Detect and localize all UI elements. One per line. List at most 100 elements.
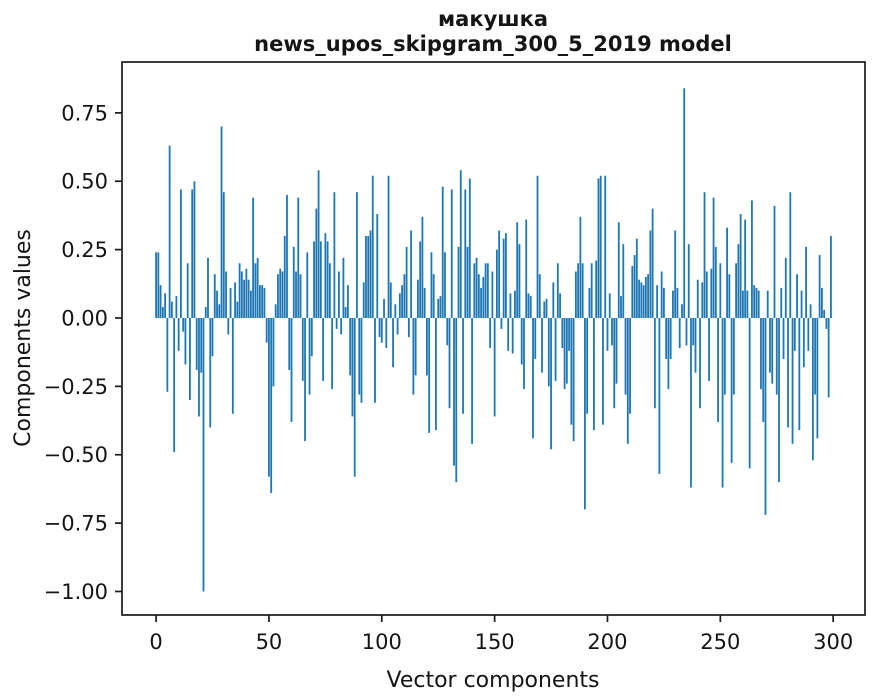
bar xyxy=(771,317,774,384)
bar xyxy=(459,170,462,318)
bar xyxy=(649,230,652,318)
bar xyxy=(789,192,792,318)
bar xyxy=(830,235,832,318)
bar xyxy=(791,317,794,444)
bar xyxy=(265,317,268,343)
bar xyxy=(340,317,343,335)
bar xyxy=(518,244,521,318)
bar xyxy=(207,257,209,318)
bar xyxy=(209,317,212,428)
bar xyxy=(565,317,568,384)
bar xyxy=(211,317,214,357)
bar xyxy=(775,317,778,395)
bar xyxy=(739,214,742,318)
bar xyxy=(222,192,225,318)
bar xyxy=(407,317,410,338)
bar xyxy=(498,230,501,318)
bar xyxy=(243,279,246,318)
bar xyxy=(703,192,706,318)
bar xyxy=(545,298,548,318)
bar xyxy=(802,317,805,368)
bar xyxy=(369,230,372,318)
bar xyxy=(220,126,223,318)
bar xyxy=(245,268,248,318)
bar xyxy=(191,189,194,318)
x-tick-label: 0 xyxy=(149,630,162,654)
bar xyxy=(204,307,207,318)
bar xyxy=(717,317,719,422)
bar xyxy=(805,246,807,318)
bar xyxy=(640,282,643,318)
bar xyxy=(353,317,356,477)
bar xyxy=(432,274,435,318)
bar xyxy=(286,194,288,318)
bar xyxy=(561,317,564,349)
bar xyxy=(811,317,814,461)
bar xyxy=(825,317,828,329)
bar xyxy=(310,317,313,357)
bar xyxy=(480,287,482,318)
bar xyxy=(773,205,776,318)
bar xyxy=(653,317,656,409)
x-axis-ticks: 0 50 100 150 200 250 300 xyxy=(149,615,853,654)
bar xyxy=(374,317,376,403)
bar xyxy=(288,317,291,370)
bar xyxy=(593,317,595,431)
bar xyxy=(778,317,780,483)
bar xyxy=(247,279,250,318)
bar xyxy=(180,189,182,318)
bar xyxy=(629,317,631,414)
bar xyxy=(818,255,821,318)
bar xyxy=(787,317,789,428)
bar xyxy=(441,186,444,318)
bar xyxy=(764,317,767,515)
bar xyxy=(173,317,176,452)
bar xyxy=(807,317,810,351)
bar xyxy=(421,216,424,318)
bar xyxy=(547,317,550,387)
bar xyxy=(534,317,537,360)
bar xyxy=(590,263,593,318)
bar xyxy=(342,257,345,318)
bar xyxy=(760,317,762,390)
bar xyxy=(218,304,221,318)
bar xyxy=(678,317,681,349)
bar xyxy=(486,263,489,318)
bar xyxy=(572,317,575,442)
bar xyxy=(814,317,817,395)
bar xyxy=(577,263,580,318)
bar xyxy=(798,317,801,431)
bar xyxy=(719,263,722,318)
bar xyxy=(177,317,180,351)
bar xyxy=(315,208,318,318)
y-tick-label: −0.75 xyxy=(44,512,108,536)
bar xyxy=(586,317,589,414)
bar xyxy=(268,317,270,477)
bar xyxy=(658,317,661,474)
bar xyxy=(809,304,812,318)
bar xyxy=(254,263,257,318)
bar xyxy=(349,317,352,376)
bar xyxy=(337,271,340,318)
bar xyxy=(283,235,286,318)
bar xyxy=(351,317,354,417)
bar xyxy=(514,290,516,318)
bar xyxy=(270,317,273,494)
bar xyxy=(617,222,620,318)
bar xyxy=(755,287,758,318)
bar xyxy=(685,317,688,346)
bar xyxy=(647,274,650,318)
y-tick-label: −0.25 xyxy=(44,375,108,399)
bar xyxy=(762,317,765,422)
bar xyxy=(367,235,370,318)
y-tick-label: 0.50 xyxy=(61,170,108,194)
bar xyxy=(710,268,713,318)
bar xyxy=(200,317,203,373)
bar xyxy=(484,263,487,318)
bar xyxy=(414,317,417,376)
bar xyxy=(301,317,304,381)
bar xyxy=(444,252,446,318)
bar xyxy=(435,317,437,431)
bar xyxy=(753,285,756,318)
